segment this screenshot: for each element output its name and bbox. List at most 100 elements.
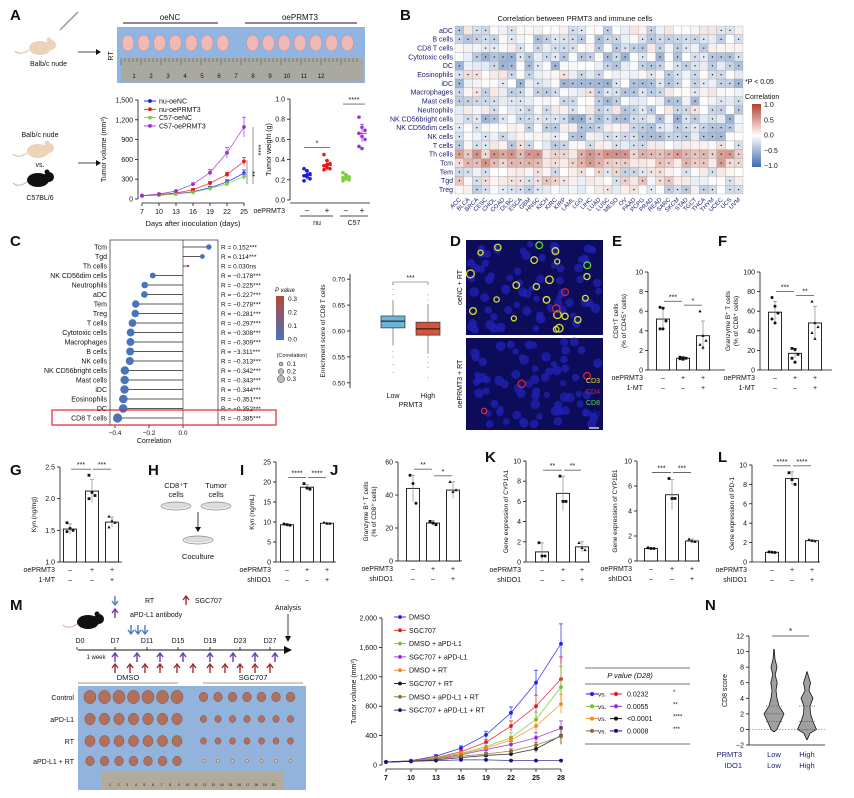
heatmap-sig-mark (720, 144, 722, 146)
heatmap-cell (638, 25, 648, 35)
pvalue-row-stars: *** (673, 727, 681, 733)
nucleus (469, 287, 480, 297)
size-legend-label: 0.3 (287, 376, 296, 383)
heatmap-sig-mark (729, 127, 731, 129)
mouse-body (29, 41, 51, 55)
heatmap-sig-mark (694, 38, 696, 40)
heatmap-cell (699, 96, 709, 106)
heatmap-cell (707, 34, 717, 44)
heatmap-cell (524, 25, 534, 35)
m-growth-legend-marker (398, 694, 402, 699)
m-tumor-sample (142, 735, 154, 747)
lollipop-dot (125, 356, 134, 366)
k2-y-label: Gene expression of CYP1B1 (612, 469, 619, 552)
heatmap-sig-mark (607, 171, 609, 173)
sgc707-arrow-icon (189, 662, 197, 673)
g-point (87, 473, 91, 477)
heatmap-sig-mark (519, 100, 522, 102)
ruler-number: 6 (217, 74, 221, 80)
m-tumor-sample (170, 690, 184, 704)
m-growth-x-tick-label: 16 (457, 775, 465, 782)
heatmap-sig-mark (598, 91, 600, 93)
heatmap-cell (725, 167, 735, 177)
m-growth-series-line (385, 759, 561, 763)
nucleus (485, 420, 494, 428)
heatmap-sig-mark (458, 135, 460, 138)
heatmap-cell (568, 176, 578, 186)
heatmap-sig-mark (694, 162, 696, 164)
g-point (110, 519, 114, 523)
g-point (87, 497, 91, 501)
panel-label-L: L (718, 449, 727, 466)
if-row-label: oePRMT3 + RT (457, 359, 464, 408)
heatmap-cell (507, 78, 517, 89)
nucleus (481, 259, 490, 268)
heatmap-sig-mark (624, 171, 626, 173)
heatmap-cell (611, 70, 621, 80)
g-sig-label: *** (98, 462, 106, 469)
m-tumor-sample (171, 735, 183, 747)
heatmap-cell (533, 140, 543, 150)
heatmap-sig-mark (650, 74, 652, 76)
k1-condition-sign: + (580, 567, 584, 574)
m-tumor-sample (112, 690, 126, 704)
nucleus (560, 337, 569, 347)
i-y-tick-label: 10 (263, 520, 271, 527)
heatmap-cell (646, 158, 656, 168)
m-growth-data-point (484, 746, 488, 750)
lollipop-r-label: R = −0.225*** (221, 283, 261, 290)
heatmap-cell (463, 176, 473, 186)
heatmap-sig-mark (659, 38, 661, 40)
heatmap-cell (542, 25, 552, 35)
g-y-label: Kyn (ng/mg) (31, 497, 38, 532)
heatmap-cell (734, 131, 744, 142)
apdl1-arrow-icon (111, 651, 119, 662)
g-condition-label: oePRMT3 (23, 567, 55, 574)
a-growth-y-tick-label: 600 (121, 157, 133, 164)
a-weight-y-tick-label: 0.0 (275, 198, 285, 205)
culture-dish-rim (184, 536, 212, 542)
heatmap-cell (620, 34, 630, 44)
heatmap-cell (489, 78, 499, 89)
heatmap-sig-mark (659, 91, 661, 93)
k2-bar (644, 548, 658, 562)
heatmap-sig-mark (598, 38, 600, 40)
a-weight-sign: – (344, 206, 349, 215)
heatmap-sig-mark (537, 47, 539, 49)
tumor-sample (293, 34, 307, 52)
lollipop-dot (132, 300, 140, 308)
heatmap-sig-mark (537, 162, 539, 164)
violin-y-tick-label: 4 (740, 696, 744, 703)
heatmap-row-label: DC (443, 63, 453, 70)
heatmap-sig-mark (615, 47, 618, 49)
culture-dish-rim (162, 502, 190, 508)
a-growth-data-point (174, 192, 178, 196)
m-ruler-number: 6 (152, 783, 154, 787)
heatmap-sig-mark (738, 56, 740, 58)
heatmap-cell (524, 96, 534, 106)
heatmap-cell (533, 96, 543, 106)
lollipop-row-label: NK cells (81, 359, 107, 366)
heatmap-sig-mark (738, 144, 740, 146)
mouse-tail (12, 152, 28, 157)
box-y-tick-label: 0.60 (332, 329, 345, 336)
nucleus (574, 263, 583, 273)
mouse-label: Balb/c nude (30, 61, 67, 68)
heatmap-sig-mark (633, 118, 635, 120)
lollipop-dot (128, 319, 137, 327)
heatmap-sig-mark (511, 38, 513, 40)
heatmap-cell (664, 167, 674, 177)
vs-label: vs. (36, 162, 45, 169)
heatmap-sig-mark (598, 74, 600, 76)
k1-point (561, 500, 565, 503)
heatmap-sig-mark (711, 153, 714, 155)
heatmap-sig-mark (659, 56, 661, 58)
heatmap-sig-mark (711, 109, 714, 111)
heatmap-sig-mark (537, 82, 539, 85)
tumor-sample (246, 34, 259, 52)
g-y-tick-label: 1.5 (45, 528, 55, 535)
group-label-oeprmt3: oePRMT3 (282, 13, 319, 22)
m-tumor-sample (271, 692, 281, 702)
panel-label-K: K (485, 449, 496, 466)
heatmap-col-label: OV (618, 197, 628, 207)
